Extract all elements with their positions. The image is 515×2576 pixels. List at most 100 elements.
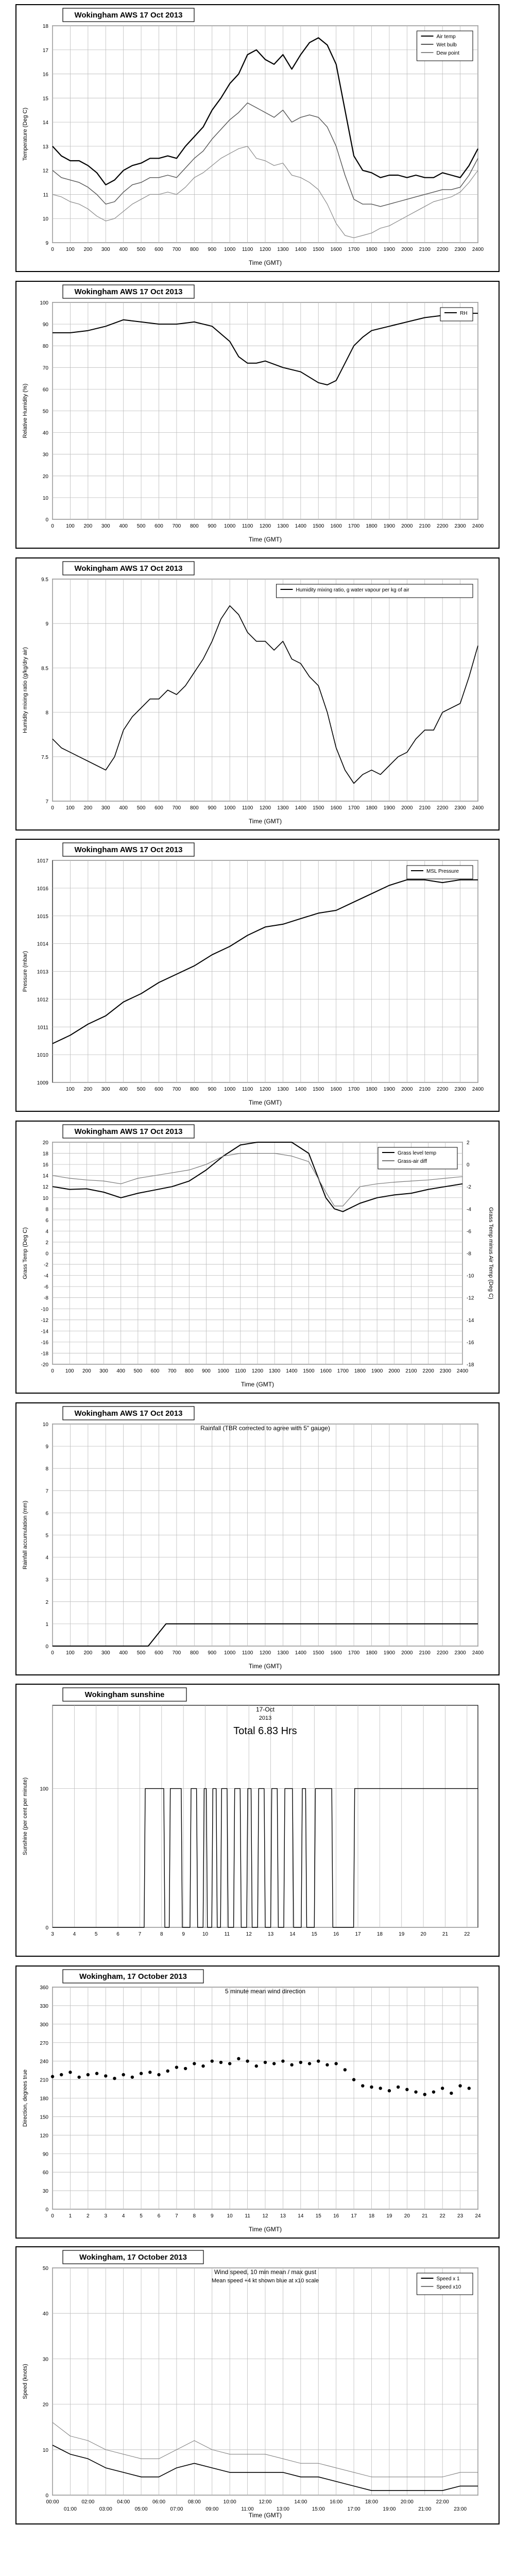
series-line xyxy=(52,2445,478,2491)
x-tick-label: 900 xyxy=(208,523,216,529)
y-tick-label: 8 xyxy=(45,1207,48,1212)
x-tick-label: 8 xyxy=(193,2213,196,2219)
x-tick-label: 800 xyxy=(190,523,199,529)
x-tick-label: 19 xyxy=(399,1931,405,1937)
legend-label: MSL Pressure xyxy=(426,869,459,874)
x-tick-label: 23:00 xyxy=(454,2506,467,2512)
x-tick-label: 16 xyxy=(333,2213,339,2219)
x-tick-label: 0 xyxy=(51,805,54,811)
y-tick-label: 1011 xyxy=(37,1025,48,1030)
x-tick-label: 20:00 xyxy=(401,2499,414,2505)
x-axis-label: Time (GMT) xyxy=(249,818,282,825)
y-tick-label: 20 xyxy=(43,1140,49,1146)
x-tick-label: 1400 xyxy=(295,1650,307,1656)
x-tick-label: 1300 xyxy=(277,805,289,811)
x-tick-label: 2000 xyxy=(401,247,413,252)
x-tick-label: 100 xyxy=(66,1650,75,1656)
y-tick-label: 1014 xyxy=(37,942,49,947)
y-tick-label-right: -6 xyxy=(467,1229,471,1234)
x-tick-label: 2200 xyxy=(437,1650,449,1656)
x-tick-label: 10:00 xyxy=(224,2499,236,2505)
x-tick-label: 1600 xyxy=(320,1368,332,1374)
x-tick-label: 700 xyxy=(173,1087,181,1092)
y-tick-label: 10 xyxy=(43,496,49,501)
x-tick-label: 20 xyxy=(421,1931,427,1937)
y-tick-label: -20 xyxy=(41,1362,49,1368)
legend-box xyxy=(377,1147,458,1170)
x-tick-label: 2000 xyxy=(388,1368,400,1374)
x-tick-label: 300 xyxy=(101,805,110,811)
x-tick-label: 14:00 xyxy=(294,2499,307,2505)
x-tick-label: 12:00 xyxy=(259,2499,271,2505)
x-tick-label: 12 xyxy=(246,1931,252,1937)
x-tick-label: 1300 xyxy=(277,523,289,529)
x-tick-label: 100 xyxy=(66,805,75,811)
x-tick-label: 11:00 xyxy=(241,2506,254,2512)
y-tick-label: 270 xyxy=(40,2041,48,2046)
x-tick-label: 7 xyxy=(175,2213,178,2219)
x-tick-label: 900 xyxy=(208,805,216,811)
chart-svg: 9 10 11 12 13 14 15 16 17 18 0 100 200 300 400 500 600 70… xyxy=(22,8,484,266)
chart-subtitle: 5 minute mean wind direction xyxy=(225,1988,305,1995)
x-tick-label: 1600 xyxy=(331,1650,342,1656)
data-point xyxy=(467,2087,471,2090)
x-tick-label: 900 xyxy=(202,1368,211,1374)
chart-group: 7 7.5 8 8.5 9 9.5 0 100 200 300 400 500 600 700 800 900… xyxy=(22,561,484,825)
y-tick-label: 1017 xyxy=(37,858,49,864)
x-axis-label: Time (GMT) xyxy=(249,2226,282,2233)
x-tick-label: 2400 xyxy=(472,523,484,529)
x-tick-label: 19 xyxy=(386,2213,392,2219)
y-tick-label: 10 xyxy=(43,216,49,222)
x-tick-label: 2300 xyxy=(440,1368,452,1374)
x-tick-label: 2000 xyxy=(401,805,413,811)
x-axis-label: Time (GMT) xyxy=(249,536,282,543)
legend-box xyxy=(417,2273,473,2295)
title-box xyxy=(62,1969,204,1984)
y-tick-label: 60 xyxy=(43,387,49,393)
y-tick-label-right: -18 xyxy=(467,1362,474,1368)
data-point xyxy=(113,2076,116,2080)
x-tick-label: 9 xyxy=(182,1931,185,1937)
title-box xyxy=(62,1124,195,1139)
chart-group: 0 10 20 30 40 50 00:00 02:00 04:00 06:00 08:00 10:0… xyxy=(22,2250,478,2519)
chart-title: Wokingham AWS 17 Oct 2013 xyxy=(74,1127,182,1136)
x-tick-label: 1 xyxy=(69,2213,72,2219)
x-tick-label: 500 xyxy=(137,523,146,529)
x-tick-label: 700 xyxy=(173,1650,181,1656)
x-tick-label: 05:00 xyxy=(135,2506,148,2512)
x-tick-label: 13:00 xyxy=(277,2506,289,2512)
data-point xyxy=(201,2064,205,2068)
y-tick-label: 6 xyxy=(45,1511,48,1516)
x-tick-label: 1800 xyxy=(354,1368,366,1374)
data-point xyxy=(237,2057,241,2061)
y-tick-label: 16 xyxy=(43,72,49,78)
x-tick-label: 1900 xyxy=(384,805,396,811)
x-tick-label: 300 xyxy=(101,523,110,529)
x-tick-label: 800 xyxy=(190,247,199,252)
x-tick-label: 2100 xyxy=(419,805,431,811)
y-tick-label: 330 xyxy=(40,2004,48,2009)
chart-title: Wokingham, 17 October 2013 xyxy=(79,2253,187,2262)
x-tick-label: 20 xyxy=(404,2213,410,2219)
x-tick-label: 22 xyxy=(440,2213,446,2219)
x-tick-label: 1600 xyxy=(331,805,342,811)
chart-svg: 1009 1010 1011 1012 1013 1014 1015 1016 1017 100 2… xyxy=(22,842,484,1106)
x-tick-label: 6 xyxy=(158,2213,161,2219)
x-tick-label: 2400 xyxy=(472,805,484,811)
x-tick-label: 1900 xyxy=(384,523,396,529)
x-tick-label: 300 xyxy=(101,1087,110,1092)
x-tick-label: 300 xyxy=(99,1368,108,1374)
y-tick-label: 13 xyxy=(43,144,49,150)
y-tick-label: 10 xyxy=(43,2448,49,2453)
x-tick-label: 1300 xyxy=(269,1368,281,1374)
x-tick-label: 1800 xyxy=(366,1087,377,1092)
y-tick-label: 0 xyxy=(45,1644,48,1650)
x-tick-label: 1200 xyxy=(252,1368,264,1374)
x-tick-label: 4 xyxy=(73,1931,76,1937)
y-tick-label: 8.5 xyxy=(41,666,48,671)
x-tick-label: 700 xyxy=(173,247,181,252)
data-point xyxy=(361,2084,365,2088)
x-tick-label: 22 xyxy=(464,1931,470,1937)
y-axis-label: Relative Humidity (%) xyxy=(22,384,28,438)
y-tick-label: 11 xyxy=(43,192,49,198)
